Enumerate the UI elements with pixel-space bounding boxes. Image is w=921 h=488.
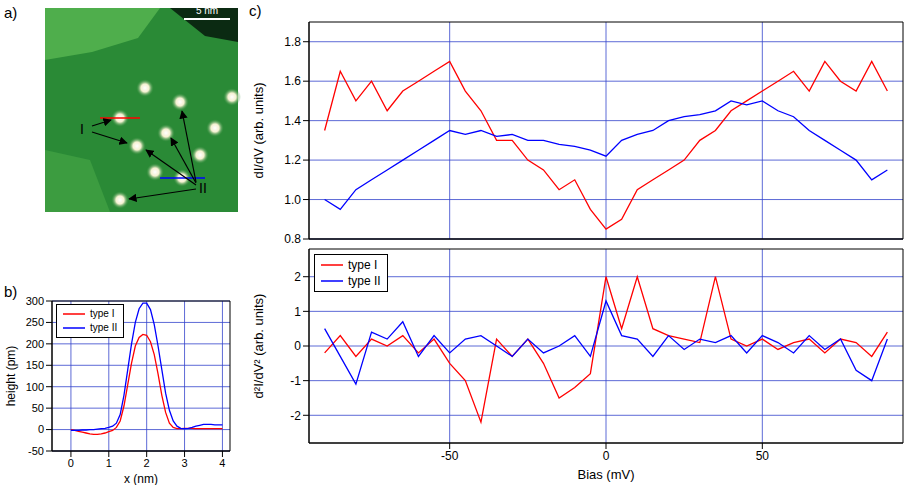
svg-text:0: 0 xyxy=(68,457,74,469)
svg-text:100: 100 xyxy=(26,381,44,393)
svg-text:5 nm: 5 nm xyxy=(196,5,218,16)
svg-text:-50: -50 xyxy=(28,445,44,457)
svg-text:-2: -2 xyxy=(290,409,301,423)
html-text:c): c) xyxy=(249,2,262,19)
svg-text:0: 0 xyxy=(38,423,44,435)
svg-text:II: II xyxy=(199,180,207,196)
svg-text:1.6: 1.6 xyxy=(284,74,301,88)
svg-text:0: 0 xyxy=(603,449,610,463)
svg-text:3: 3 xyxy=(181,457,187,469)
html-text:type I: type I xyxy=(348,258,378,272)
svg-text:4: 4 xyxy=(219,457,225,469)
html-text:type II: type II xyxy=(90,322,118,333)
svg-text:0: 0 xyxy=(294,339,301,353)
svg-text:150: 150 xyxy=(26,359,44,371)
svg-text:1.8: 1.8 xyxy=(284,35,301,49)
svg-text:2: 2 xyxy=(294,270,301,284)
svg-text:-50: -50 xyxy=(441,449,459,463)
svg-text:Bias (mV): Bias (mV) xyxy=(577,467,634,482)
html-text:b): b) xyxy=(4,283,18,300)
svg-text:x (nm): x (nm) xyxy=(124,472,158,485)
svg-text:-1: -1 xyxy=(290,374,301,388)
svg-text:dI/dV (arb. units): dI/dV (arb. units) xyxy=(251,82,266,178)
svg-text:I: I xyxy=(80,121,84,137)
svg-text:1: 1 xyxy=(294,305,301,319)
svg-text:height (pm): height (pm) xyxy=(4,346,18,407)
svg-text:200: 200 xyxy=(26,338,44,350)
svg-text:300: 300 xyxy=(26,295,44,307)
svg-text:1: 1 xyxy=(106,457,112,469)
html-text:type I: type I xyxy=(90,308,115,319)
svg-text:1.4: 1.4 xyxy=(284,114,301,128)
html-text:type II: type II xyxy=(348,274,381,288)
svg-text:50: 50 xyxy=(32,402,44,414)
svg-text:50: 50 xyxy=(756,449,770,463)
svg-text:250: 250 xyxy=(26,316,44,328)
svg-text:1.2: 1.2 xyxy=(284,153,301,167)
svg-text:0.8: 0.8 xyxy=(284,232,301,245)
svg-text:1.0: 1.0 xyxy=(284,193,301,207)
svg-text:d²I/dV² (arb. units): d²I/dV² (arb. units) xyxy=(251,294,266,399)
svg-text:a): a) xyxy=(4,4,17,21)
svg-text:2: 2 xyxy=(144,457,150,469)
